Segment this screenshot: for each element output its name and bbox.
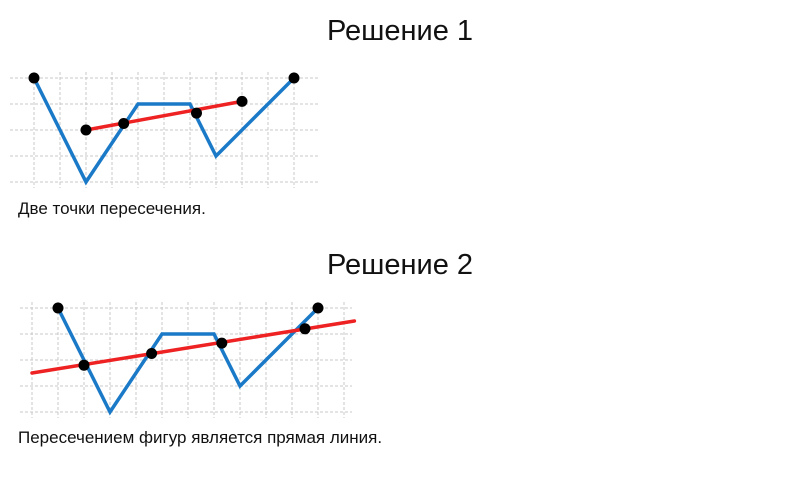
point-marker [299,323,311,335]
point-marker [52,302,64,314]
grid [10,72,320,188]
point-marker [312,302,324,314]
point-marker [28,72,40,84]
point-marker [146,348,158,359]
point-marker [118,118,130,129]
point-marker [236,95,248,107]
solution-2-diagram [20,302,357,418]
solution-2-title: Решение 2 [326,249,474,281]
solution-2-caption: Пересечением фигур является прямая линия… [18,428,383,447]
broken-line [56,306,320,416]
solution-1-caption: Две точки пересечения. [18,199,206,218]
point-marker [78,359,90,371]
point-marker [216,337,228,349]
point-marker [191,107,202,119]
point-marker [288,72,300,84]
solution-1-diagram [10,72,320,188]
grid [20,302,352,418]
solution-1-title: Решение 1 [326,15,474,47]
broken-line [32,76,296,186]
point-marker [80,124,92,136]
straight-line [84,99,244,132]
